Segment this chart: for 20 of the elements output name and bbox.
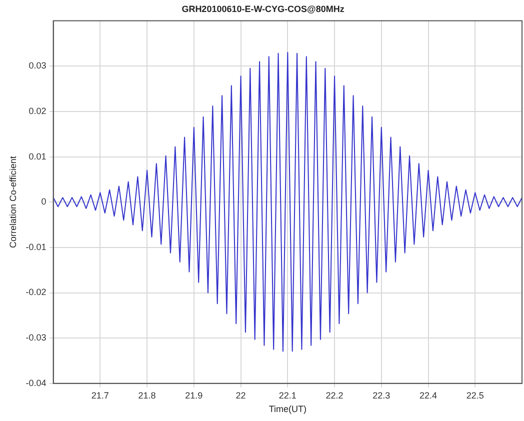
y-tick-label: 0.02 <box>28 106 46 116</box>
y-tick-label: -0.02 <box>26 287 46 298</box>
x-tick-label: 22 <box>236 390 246 400</box>
chart-title: GRH20100610-E-W-CYG-COS@80MHz <box>182 4 345 14</box>
y-tick-label: -0.04 <box>26 378 46 388</box>
x-tick-label: 21.8 <box>138 390 156 400</box>
x-tick-label: 22.4 <box>419 390 438 400</box>
y-tick-label: -0.01 <box>26 242 46 252</box>
y-tick-label: 0 <box>41 196 46 207</box>
x-tick-label: 21.9 <box>185 390 203 400</box>
x-tick-label: 22.5 <box>466 390 484 400</box>
y-axis-title: Correlation Co-efficient <box>8 156 18 248</box>
x-axis-title: Time(UT) <box>268 404 306 414</box>
y-tick-label: -0.03 <box>26 332 46 343</box>
x-tick-label: 22.3 <box>372 390 390 400</box>
y-tick-label: 0.03 <box>28 60 46 71</box>
x-tick-label: 22.1 <box>278 390 296 400</box>
x-tick-label: 21.7 <box>91 390 109 400</box>
y-tick-label: 0.01 <box>28 151 46 162</box>
x-tick-label: 22.2 <box>326 390 344 400</box>
